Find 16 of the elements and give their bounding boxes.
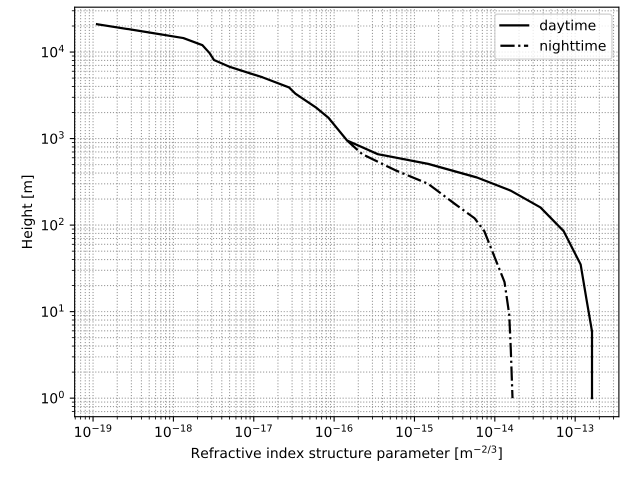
x-tick-label: 10$^{−17}$ (236, 424, 272, 438)
x-tick-label: 10$^{−16}$ (316, 424, 352, 438)
y-tick-label: 10$^{0}$ (42, 390, 64, 404)
x-tick-label: 10$^{−13}$ (557, 424, 594, 438)
x-tick-label: 10$^{−15}$ (396, 424, 433, 438)
y-tick-label: 10$^{3}$ (42, 131, 64, 144)
x-tick-label: 10$^{−18}$ (156, 424, 192, 438)
legend-label: nighttime (540, 40, 606, 54)
x-tick-label: 10$^{−14}$ (476, 424, 514, 438)
x-tick-label: 10$^{−19}$ (75, 424, 112, 438)
y-tick-label: 10$^{2}$ (42, 218, 64, 230)
y-tick-label: 10$^{1}$ (42, 304, 64, 318)
y-tick-label: 10$^{4}$ (42, 44, 64, 58)
x-axis-title: Refractive index structure parameter [m$^{−2/3}$] (192, 445, 502, 461)
y-axis-title: Height [m] (21, 176, 35, 248)
legend-label: daytime (540, 20, 596, 34)
